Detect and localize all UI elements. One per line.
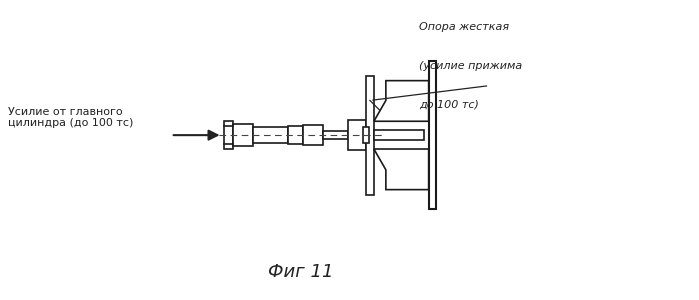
Text: Опора жесткая: Опора жесткая: [419, 22, 510, 32]
Bar: [366, 76, 374, 195]
Bar: [288, 126, 303, 144]
Polygon shape: [374, 81, 428, 121]
Bar: [348, 120, 366, 150]
Bar: [428, 61, 435, 209]
Bar: [224, 121, 233, 149]
Bar: [323, 131, 348, 139]
Bar: [233, 124, 253, 146]
Bar: [253, 127, 288, 143]
Text: до 100 тс): до 100 тс): [419, 100, 479, 110]
Text: (усилие прижима: (усилие прижима: [419, 61, 522, 71]
Bar: [303, 125, 323, 145]
Polygon shape: [374, 149, 428, 190]
Bar: [363, 127, 369, 143]
Text: Усилие от главного
цилиндра (до 100 тс): Усилие от главного цилиндра (до 100 тс): [8, 106, 134, 128]
Bar: [374, 130, 424, 140]
Text: Фиг 11: Фиг 11: [268, 263, 333, 281]
